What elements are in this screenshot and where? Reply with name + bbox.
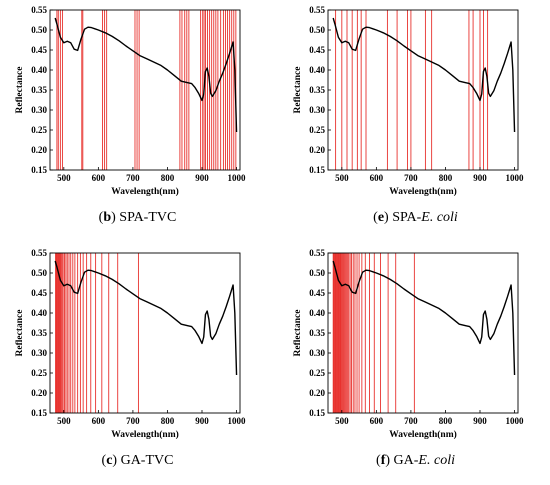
caption-italic: E. coli (421, 210, 458, 225)
plot-frame (49, 252, 241, 414)
y-tick-label: 0.35 (31, 328, 47, 338)
y-tick-label: 0.55 (31, 248, 47, 258)
caption-italic: E. coli (418, 453, 455, 468)
y-axis-label: Reflectance (293, 310, 303, 357)
y-tick-label: 0.15 (309, 408, 325, 418)
caption-spa-ecoli: (e) SPA-E. coli (373, 210, 458, 225)
x-tick-label: 700 (404, 416, 418, 426)
reflectance-series-line (332, 260, 516, 376)
x-tick-label: 700 (126, 173, 140, 183)
x-tick-label: 800 (439, 416, 453, 426)
x-tick-label: 500 (335, 173, 349, 183)
x-axis-label: Wavelength(nm) (389, 186, 457, 197)
y-tick-label: 0.55 (309, 5, 325, 15)
y-tick-label: 0.45 (309, 45, 325, 55)
caption-text: GA-TVC (120, 453, 174, 468)
y-tick-label: 0.25 (31, 368, 47, 378)
reflectance-series-line (54, 260, 238, 376)
caption-letter: c (106, 453, 113, 468)
y-tick-label: 0.35 (309, 85, 325, 95)
x-tick-label: 900 (195, 416, 209, 426)
reflectance-series-line (54, 17, 238, 133)
chart-spa-ecoli: 500 600 700 800 900 1000 0.15 0.20 0.25 0.30 0.35 0… (293, 5, 525, 197)
y-tick-label: 0.30 (31, 348, 47, 358)
x-tick-label: 500 (57, 173, 71, 183)
y-axis-label: Reflectance (15, 67, 25, 114)
plot-frame (327, 252, 519, 414)
plot-frame (327, 9, 519, 171)
y-tick-label: 0.45 (31, 288, 47, 298)
y-tick-label: 0.25 (31, 125, 47, 135)
chart-spa-tvc: 500 600 700 800 900 1000 0.15 0.20 0.25 0.30 0.35 0… (15, 5, 247, 197)
caption-spa-tvc: (b) SPA-TVC (98, 210, 177, 225)
x-tick-label: 1000 (228, 416, 247, 426)
y-tick-label: 0.50 (309, 25, 325, 35)
x-tick-label: 900 (195, 173, 209, 183)
caption-letter: f (380, 453, 386, 468)
y-tick-label: 0.35 (309, 328, 325, 338)
caption-letter: b (103, 210, 112, 225)
caption-text: GA- (393, 453, 419, 468)
x-tick-label: 700 (126, 416, 140, 426)
y-tick-label: 0.55 (309, 248, 325, 258)
x-tick-label: 800 (161, 416, 175, 426)
y-axis-label: Reflectance (293, 67, 303, 114)
y-tick-label: 0.50 (31, 25, 47, 35)
y-tick-label: 0.30 (309, 348, 325, 358)
x-tick-label: 700 (404, 173, 418, 183)
y-tick-label: 0.20 (309, 388, 325, 398)
caption-ga-tvc: (c) GA-TVC (101, 453, 174, 468)
x-tick-label: 1000 (506, 416, 525, 426)
y-tick-label: 0.50 (309, 268, 325, 278)
y-tick-label: 0.25 (309, 125, 325, 135)
chart-ga-tvc: 500 600 700 800 900 1000 0.15 0.20 0.25 0.30 0.35 0… (15, 248, 247, 440)
y-tick-label: 0.15 (31, 165, 47, 175)
x-tick-label: 1000 (506, 173, 525, 183)
y-tick-label: 0.20 (309, 145, 325, 155)
x-tick-label: 500 (57, 416, 71, 426)
y-tick-label: 0.25 (309, 368, 325, 378)
y-axis-label: Reflectance (15, 310, 25, 357)
panel-spa-tvc: 500 600 700 800 900 1000 0.15 0.20 0.25 0.30 0.35 0… (10, 2, 265, 242)
y-tick-label: 0.30 (31, 105, 47, 115)
reflectance-series-line (332, 17, 516, 133)
panel-ga-tvc: 500 600 700 800 900 1000 0.15 0.20 0.25 0.30 0.35 0… (10, 245, 265, 485)
x-tick-label: 1000 (228, 173, 247, 183)
y-tick-label: 0.50 (31, 268, 47, 278)
y-tick-label: 0.45 (309, 288, 325, 298)
x-tick-label: 800 (439, 173, 453, 183)
panel-ga-ecoli: 500 600 700 800 900 1000 0.15 0.20 0.25 0.30 0.35 0… (288, 245, 543, 485)
x-axis-label: Wavelength(nm) (111, 429, 179, 440)
x-tick-label: 600 (92, 173, 106, 183)
y-tick-label: 0.15 (31, 408, 47, 418)
x-tick-label: 600 (92, 416, 106, 426)
y-tick-label: 0.15 (309, 165, 325, 175)
x-axis-label: Wavelength(nm) (389, 429, 457, 440)
y-tick-label: 0.55 (31, 5, 47, 15)
y-tick-label: 0.40 (309, 308, 325, 318)
y-tick-label: 0.40 (309, 65, 325, 75)
caption-letter: e (377, 210, 385, 225)
x-tick-label: 900 (473, 173, 487, 183)
x-tick-label: 600 (370, 416, 384, 426)
x-tick-label: 500 (335, 416, 349, 426)
y-tick-label: 0.45 (31, 45, 47, 55)
panel-spa-ecoli: 500 600 700 800 900 1000 0.15 0.20 0.25 0.30 0.35 0… (288, 2, 543, 242)
y-tick-label: 0.20 (31, 388, 47, 398)
y-tick-label: 0.35 (31, 85, 47, 95)
x-tick-label: 900 (473, 416, 487, 426)
x-tick-label: 600 (370, 173, 384, 183)
x-axis-label: Wavelength(nm) (111, 186, 179, 197)
y-tick-label: 0.40 (31, 308, 47, 318)
y-tick-label: 0.30 (309, 105, 325, 115)
caption-text: SPA- (392, 210, 422, 225)
chart-ga-ecoli: 500 600 700 800 900 1000 0.15 0.20 0.25 0.30 0.35 0… (293, 248, 525, 440)
caption-ga-ecoli: (f) GA-E. coli (376, 453, 455, 468)
y-tick-label: 0.20 (31, 145, 47, 155)
caption-text: SPA-TVC (119, 210, 177, 225)
y-tick-label: 0.40 (31, 65, 47, 75)
x-tick-label: 800 (161, 173, 175, 183)
